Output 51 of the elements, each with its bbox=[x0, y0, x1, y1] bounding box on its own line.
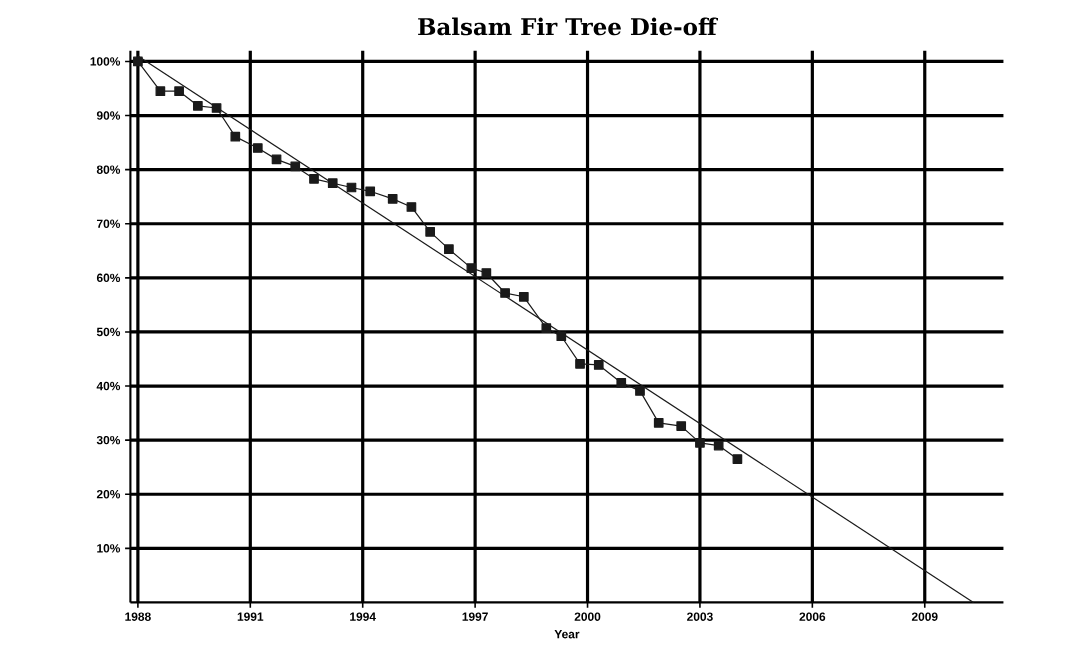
point bbox=[290, 161, 301, 172]
y-tick-label: 100% bbox=[90, 57, 121, 66]
point bbox=[556, 331, 567, 342]
point bbox=[271, 154, 282, 165]
y-tick-label: 40% bbox=[96, 381, 121, 391]
point bbox=[732, 454, 743, 464]
point bbox=[425, 227, 436, 237]
y-tick-label: 70% bbox=[96, 219, 121, 228]
point bbox=[541, 323, 552, 334]
point bbox=[155, 86, 166, 97]
point bbox=[518, 291, 529, 302]
point bbox=[481, 268, 492, 278]
point bbox=[387, 194, 398, 204]
y-tick-label: 80% bbox=[96, 165, 121, 174]
point bbox=[616, 377, 627, 388]
x-tick-label: 1991 bbox=[237, 612, 264, 621]
y-tick-label: 60% bbox=[96, 273, 121, 283]
y-tick-label: 90% bbox=[96, 111, 121, 120]
point bbox=[676, 421, 687, 431]
point bbox=[444, 244, 454, 255]
point bbox=[252, 143, 263, 153]
y-tick-label: 10% bbox=[97, 544, 121, 553]
x-tick-label: 1997 bbox=[462, 612, 488, 621]
point bbox=[406, 202, 417, 212]
x-tick-label: 1994 bbox=[350, 612, 376, 621]
point bbox=[365, 186, 376, 197]
point bbox=[174, 86, 184, 97]
point bbox=[327, 178, 338, 189]
point bbox=[211, 103, 222, 113]
point bbox=[230, 131, 241, 142]
point bbox=[635, 386, 645, 396]
point bbox=[695, 437, 705, 448]
point bbox=[713, 440, 724, 451]
y-tick-label: 20% bbox=[96, 490, 121, 499]
y-tick-label: 30% bbox=[96, 435, 121, 445]
x-tick-label: 2009 bbox=[911, 612, 938, 621]
y-tick-label: 50% bbox=[96, 327, 121, 337]
x-tick-label: 2003 bbox=[687, 612, 713, 621]
x-tick-label: 1988 bbox=[125, 612, 151, 621]
point bbox=[653, 417, 664, 428]
chart-title: Balsam Fir Tree Die-off bbox=[418, 17, 719, 36]
point bbox=[466, 263, 477, 273]
point bbox=[309, 174, 319, 184]
x-axis-title: Year bbox=[554, 630, 580, 639]
x-tick-label: 2006 bbox=[799, 612, 826, 621]
point bbox=[593, 360, 604, 370]
point bbox=[575, 359, 585, 369]
point bbox=[133, 56, 143, 67]
point bbox=[500, 288, 510, 298]
point bbox=[192, 100, 203, 111]
x-tick-label: 2000 bbox=[574, 612, 601, 621]
